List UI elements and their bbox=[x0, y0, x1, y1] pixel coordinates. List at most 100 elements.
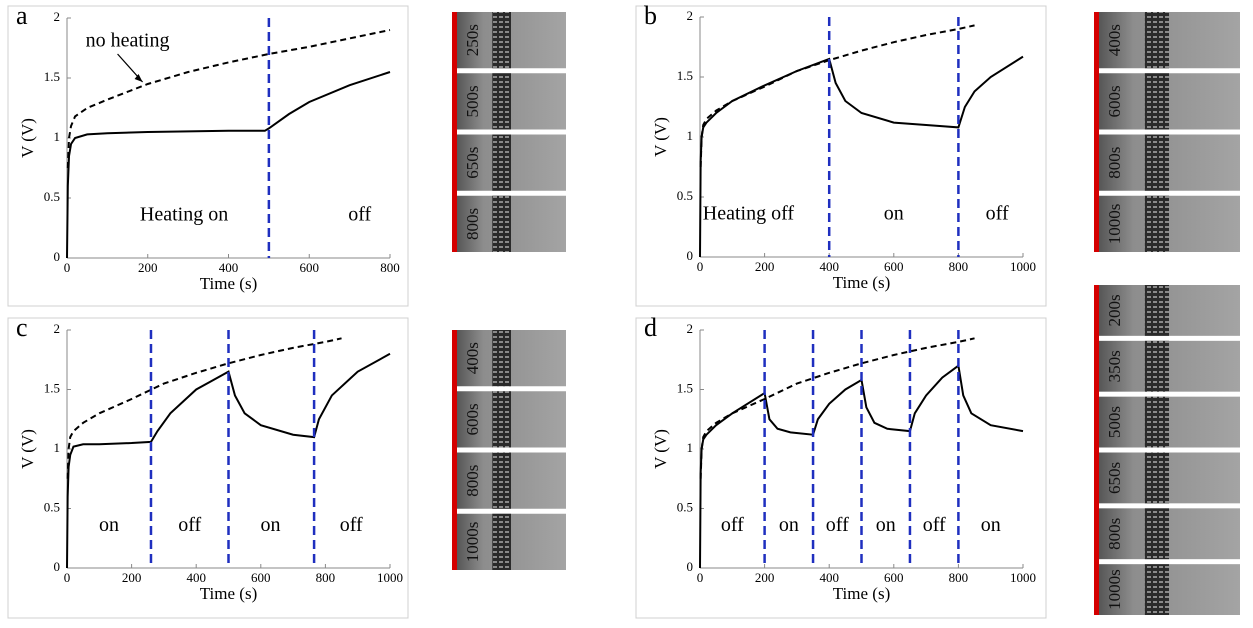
x-tick-label: 200 bbox=[138, 260, 158, 275]
time-label: 600s bbox=[1105, 85, 1124, 117]
electrode-comb bbox=[492, 73, 511, 130]
annotation: Heating on bbox=[140, 204, 228, 226]
electrode-comb bbox=[1144, 12, 1169, 69]
data-line bbox=[699, 55, 1024, 258]
x-tick-label: 600 bbox=[884, 570, 904, 585]
electrode-comb bbox=[492, 134, 511, 191]
time-label: 800s bbox=[1105, 147, 1124, 179]
x-tick-label: 600 bbox=[251, 570, 271, 585]
annotation: on bbox=[981, 514, 1001, 536]
x-axis-label: Time (s) bbox=[200, 274, 257, 293]
annotation: Heating off bbox=[703, 203, 795, 225]
heater-bar bbox=[452, 330, 457, 570]
annotation: on bbox=[99, 514, 119, 536]
y-tick-label: 0.5 bbox=[44, 189, 60, 204]
data-line bbox=[699, 24, 975, 168]
x-tick-label: 400 bbox=[219, 260, 239, 275]
x-tick-label: 1000 bbox=[1010, 570, 1036, 585]
electrode-comb bbox=[1144, 73, 1169, 130]
electrode-comb bbox=[492, 195, 511, 252]
panel-label: b bbox=[644, 1, 657, 30]
annotation: on bbox=[260, 514, 280, 536]
y-axis-label: V (V) bbox=[651, 117, 670, 157]
panel-label: a bbox=[16, 1, 28, 30]
time-label: 800s bbox=[1105, 518, 1124, 550]
x-tick-label: 400 bbox=[186, 570, 206, 585]
x-tick-label: 0 bbox=[64, 570, 71, 585]
y-axis-label: V (V) bbox=[18, 429, 37, 469]
y-tick-label: 2 bbox=[687, 321, 694, 336]
y-tick-label: 1.5 bbox=[44, 69, 60, 84]
y-tick-label: 1.5 bbox=[677, 68, 693, 83]
time-label: 1000s bbox=[1105, 204, 1124, 245]
time-label: 600s bbox=[463, 403, 482, 435]
time-label: 800s bbox=[463, 465, 482, 497]
annotation: off bbox=[826, 514, 849, 536]
data-line bbox=[66, 71, 391, 259]
x-tick-label: 200 bbox=[755, 570, 775, 585]
x-tick-label: 200 bbox=[122, 570, 142, 585]
y-tick-label: 1 bbox=[687, 128, 694, 143]
x-tick-label: 0 bbox=[697, 570, 704, 585]
y-tick-label: 0.5 bbox=[677, 188, 693, 203]
panel-label: c bbox=[16, 313, 28, 342]
heater-bar bbox=[1094, 285, 1099, 615]
data-line bbox=[66, 352, 391, 569]
annotation: off bbox=[178, 514, 201, 536]
electrode-comb bbox=[1144, 195, 1169, 252]
time-label: 400s bbox=[463, 342, 482, 374]
data-line bbox=[699, 363, 1024, 569]
x-tick-label: 0 bbox=[64, 260, 71, 275]
x-tick-label: 1000 bbox=[1010, 259, 1036, 274]
time-label: 500s bbox=[463, 85, 482, 117]
annotation: off bbox=[340, 514, 363, 536]
electrode-comb bbox=[1144, 564, 1169, 615]
y-tick-label: 1 bbox=[687, 440, 694, 455]
electrode-comb bbox=[492, 513, 511, 570]
y-tick-label: 0 bbox=[54, 559, 61, 574]
time-label: 1000s bbox=[463, 522, 482, 563]
x-axis-label: Time (s) bbox=[833, 273, 890, 292]
electrode-comb bbox=[1144, 452, 1169, 504]
panel-frame bbox=[7, 5, 409, 307]
x-tick-label: 800 bbox=[380, 260, 400, 275]
annotation: on bbox=[876, 514, 896, 536]
panel-frame bbox=[635, 5, 1047, 307]
time-label: 350s bbox=[1105, 350, 1124, 382]
y-tick-label: 0 bbox=[687, 559, 694, 574]
electrode-comb bbox=[1144, 508, 1169, 560]
y-tick-label: 2 bbox=[54, 9, 61, 24]
x-axis-label: Time (s) bbox=[200, 584, 257, 603]
y-tick-label: 2 bbox=[687, 8, 694, 23]
time-label: 1000s bbox=[1105, 569, 1124, 610]
time-label: 500s bbox=[1105, 406, 1124, 438]
annotation: on bbox=[884, 203, 904, 225]
x-tick-label: 800 bbox=[949, 259, 969, 274]
annotation: off bbox=[986, 203, 1009, 225]
time-label: 400s bbox=[1105, 24, 1124, 56]
data-line bbox=[66, 29, 391, 169]
data-line bbox=[66, 337, 342, 479]
x-tick-label: 800 bbox=[316, 570, 336, 585]
y-axis-label: V (V) bbox=[651, 429, 670, 469]
y-tick-label: 0.5 bbox=[44, 499, 60, 514]
y-tick-label: 0.5 bbox=[677, 499, 693, 514]
y-axis-label: V (V) bbox=[18, 118, 37, 158]
time-label: 250s bbox=[463, 24, 482, 56]
x-tick-label: 600 bbox=[884, 259, 904, 274]
x-axis-label: Time (s) bbox=[833, 584, 890, 603]
panel-frame bbox=[7, 317, 409, 619]
annotation: off bbox=[923, 514, 946, 536]
x-tick-label: 400 bbox=[819, 570, 839, 585]
annotation: off bbox=[348, 204, 371, 226]
time-label: 650s bbox=[1105, 462, 1124, 494]
x-tick-label: 200 bbox=[755, 259, 775, 274]
time-label: 200s bbox=[1105, 294, 1124, 326]
electrode-comb bbox=[1144, 134, 1169, 191]
arrow-head bbox=[134, 74, 143, 82]
y-tick-label: 2 bbox=[54, 321, 61, 336]
data-line bbox=[699, 337, 975, 479]
y-tick-label: 1 bbox=[54, 440, 61, 455]
y-tick-label: 0 bbox=[687, 248, 694, 263]
heater-bar bbox=[452, 12, 457, 252]
